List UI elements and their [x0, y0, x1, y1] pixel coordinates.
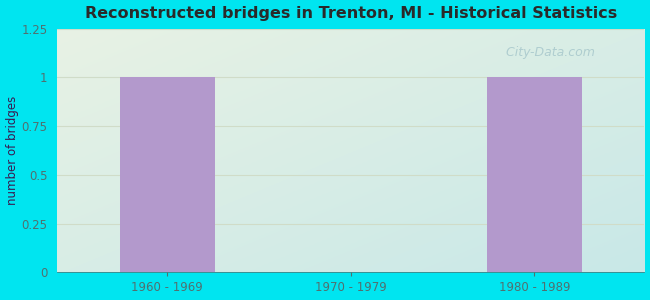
Title: Reconstructed bridges in Trenton, MI - Historical Statistics: Reconstructed bridges in Trenton, MI - H…: [84, 6, 617, 21]
Text: City-Data.com: City-Data.com: [498, 46, 595, 59]
Bar: [487, 77, 582, 272]
Bar: [120, 77, 215, 272]
Y-axis label: number of bridges: number of bridges: [6, 96, 19, 205]
